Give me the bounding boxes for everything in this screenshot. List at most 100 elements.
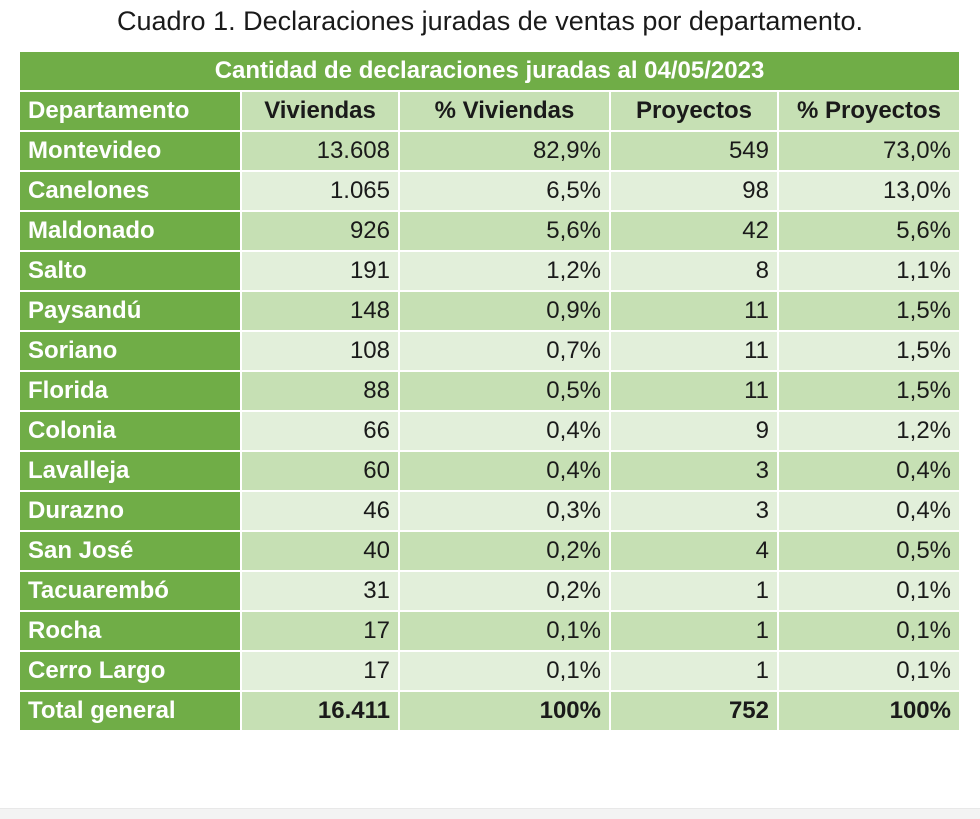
table-row: Florida 88 0,5% 11 1,5% [18, 370, 961, 412]
cell-pct-proyectos: 0,4% [777, 490, 961, 532]
cell-viviendas: 926 [240, 210, 400, 252]
cell-pct-proyectos: 0,1% [777, 650, 961, 692]
cell-departamento: Paysandú [18, 290, 242, 332]
cell-departamento: Canelones [18, 170, 242, 212]
cell-departamento: Montevideo [18, 130, 242, 172]
cell-pct-viviendas: 0,7% [398, 330, 611, 372]
cell-proyectos: 9 [609, 410, 779, 452]
page-bottom-edge [0, 808, 980, 819]
cell-proyectos: 3 [609, 490, 779, 532]
cell-departamento: Lavalleja [18, 450, 242, 492]
cell-pct-viviendas: 0,1% [398, 650, 611, 692]
cell-pct-viviendas: 0,2% [398, 570, 611, 612]
cell-departamento: Cerro Largo [18, 650, 242, 692]
table-body: Montevideo 13.608 82,9% 549 73,0% Canelo… [18, 130, 961, 732]
table-row: Paysandú 148 0,9% 11 1,5% [18, 290, 961, 332]
cell-viviendas: 148 [240, 290, 400, 332]
table-row: San José 40 0,2% 4 0,5% [18, 530, 961, 572]
cell-viviendas: 17 [240, 610, 400, 652]
cell-departamento: Florida [18, 370, 242, 412]
cell-proyectos: 1 [609, 650, 779, 692]
cell-viviendas: 1.065 [240, 170, 400, 212]
cell-pct-viviendas: 82,9% [398, 130, 611, 172]
cell-proyectos: 1 [609, 610, 779, 652]
cell-pct-viviendas: 5,6% [398, 210, 611, 252]
cell-pct-proyectos: 0,5% [777, 530, 961, 572]
cell-departamento: Soriano [18, 330, 242, 372]
table-caption: Cuadro 1. Declaraciones juradas de venta… [117, 6, 863, 36]
total-row: Total general 16.411 100% 752 100% [18, 690, 961, 732]
cell-viviendas: 66 [240, 410, 400, 452]
header-pct-proyectos: % Proyectos [777, 90, 961, 132]
cell-proyectos: 42 [609, 210, 779, 252]
cell-viviendas: 191 [240, 250, 400, 292]
cell-pct-proyectos: 1,5% [777, 290, 961, 332]
cell-pct-proyectos: 13,0% [777, 170, 961, 212]
cell-viviendas: 13.608 [240, 130, 400, 172]
table-row: Tacuarembó 31 0,2% 1 0,1% [18, 570, 961, 612]
cell-departamento: Rocha [18, 610, 242, 652]
table-row: Lavalleja 60 0,4% 3 0,4% [18, 450, 961, 492]
cell-pct-viviendas: 0,9% [398, 290, 611, 332]
table-row: Rocha 17 0,1% 1 0,1% [18, 610, 961, 652]
table-row: Cerro Largo 17 0,1% 1 0,1% [18, 650, 961, 692]
cell-proyectos: 98 [609, 170, 779, 212]
cell-departamento: Durazno [18, 490, 242, 532]
band-row: Cantidad de declaraciones juradas al 04/… [18, 50, 961, 92]
total-viviendas: 16.411 [240, 690, 400, 732]
header-proyectos: Proyectos [609, 90, 779, 132]
cell-pct-viviendas: 1,2% [398, 250, 611, 292]
cell-viviendas: 60 [240, 450, 400, 492]
cell-pct-viviendas: 0,5% [398, 370, 611, 412]
cell-pct-proyectos: 0,1% [777, 570, 961, 612]
cell-pct-proyectos: 1,5% [777, 330, 961, 372]
cell-pct-viviendas: 0,4% [398, 450, 611, 492]
cell-departamento: Colonia [18, 410, 242, 452]
total-pct-viviendas: 100% [398, 690, 611, 732]
cell-pct-proyectos: 5,6% [777, 210, 961, 252]
cell-proyectos: 11 [609, 330, 779, 372]
cell-pct-proyectos: 1,2% [777, 410, 961, 452]
cell-proyectos: 11 [609, 370, 779, 412]
cell-departamento: Salto [18, 250, 242, 292]
cell-pct-viviendas: 0,1% [398, 610, 611, 652]
cell-departamento: Tacuarembó [18, 570, 242, 612]
table-row: Maldonado 926 5,6% 42 5,6% [18, 210, 961, 252]
cell-viviendas: 40 [240, 530, 400, 572]
table-row: Colonia 66 0,4% 9 1,2% [18, 410, 961, 452]
cell-pct-viviendas: 6,5% [398, 170, 611, 212]
cell-proyectos: 549 [609, 130, 779, 172]
cell-proyectos: 1 [609, 570, 779, 612]
cell-pct-proyectos: 0,4% [777, 450, 961, 492]
cell-viviendas: 108 [240, 330, 400, 372]
cell-pct-viviendas: 0,3% [398, 490, 611, 532]
cell-proyectos: 3 [609, 450, 779, 492]
cell-departamento: Maldonado [18, 210, 242, 252]
cell-pct-viviendas: 0,2% [398, 530, 611, 572]
table-row: Soriano 108 0,7% 11 1,5% [18, 330, 961, 372]
cell-pct-viviendas: 0,4% [398, 410, 611, 452]
table-row: Canelones 1.065 6,5% 98 13,0% [18, 170, 961, 212]
cell-proyectos: 11 [609, 290, 779, 332]
table-row: Salto 191 1,2% 8 1,1% [18, 250, 961, 292]
cell-pct-proyectos: 73,0% [777, 130, 961, 172]
cell-viviendas: 46 [240, 490, 400, 532]
cell-departamento: San José [18, 530, 242, 572]
cell-pct-proyectos: 0,1% [777, 610, 961, 652]
cell-viviendas: 17 [240, 650, 400, 692]
cell-proyectos: 8 [609, 250, 779, 292]
header-pct-viviendas: % Viviendas [398, 90, 611, 132]
cell-viviendas: 88 [240, 370, 400, 412]
table-row: Durazno 46 0,3% 3 0,4% [18, 490, 961, 532]
cell-viviendas: 31 [240, 570, 400, 612]
cell-pct-proyectos: 1,5% [777, 370, 961, 412]
total-label: Total general [18, 690, 242, 732]
header-row: Departamento Viviendas % Viviendas Proye… [18, 90, 961, 132]
header-viviendas: Viviendas [240, 90, 400, 132]
table-row: Montevideo 13.608 82,9% 549 73,0% [18, 130, 961, 172]
cell-pct-proyectos: 1,1% [777, 250, 961, 292]
band-title: Cantidad de declaraciones juradas al 04/… [18, 50, 961, 92]
total-proyectos: 752 [609, 690, 779, 732]
total-pct-proyectos: 100% [777, 690, 961, 732]
cell-proyectos: 4 [609, 530, 779, 572]
